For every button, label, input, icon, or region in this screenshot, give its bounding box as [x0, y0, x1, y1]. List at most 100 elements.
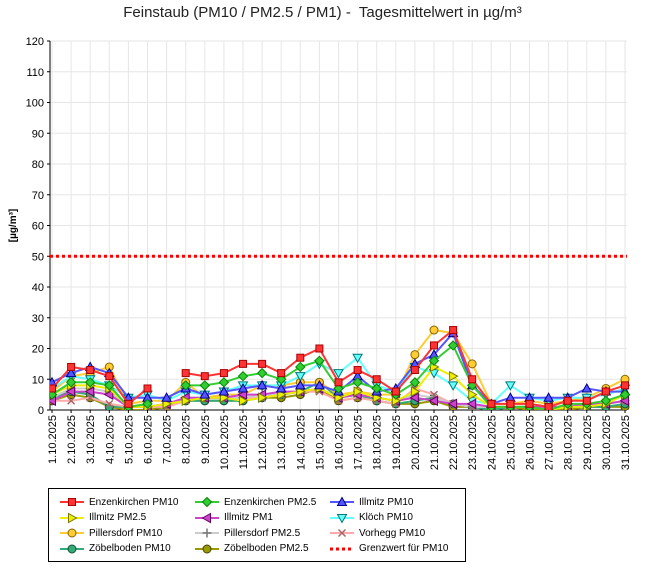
data-point — [218, 386, 230, 396]
data-point — [180, 380, 191, 391]
y-tick-label: 110 — [26, 67, 44, 79]
data-point — [219, 369, 228, 378]
data-point — [258, 392, 268, 404]
data-point — [487, 399, 496, 408]
data-point — [294, 372, 306, 382]
plot-area — [47, 40, 627, 413]
x-tick-label: 17.10.2025 — [353, 415, 365, 470]
legend-marker — [337, 528, 347, 538]
data-point — [86, 366, 95, 375]
legend-swatch — [330, 513, 354, 524]
data-point — [239, 395, 249, 407]
legend-item: Illmitz PM1 — [194, 511, 273, 525]
data-point — [601, 387, 610, 396]
legend-swatch — [60, 512, 84, 523]
x-tick-label: 8.10.2025 — [181, 415, 193, 464]
data-point — [467, 359, 477, 369]
legend-marker — [67, 544, 77, 553]
legend-swatch — [330, 528, 354, 538]
x-tick-label: 10.10.2025 — [219, 415, 231, 470]
data-point — [468, 389, 478, 400]
legend-swatch — [195, 512, 219, 523]
legend-label: Zöbelboden PM2.5 — [224, 543, 309, 554]
legend-threshold-swatch — [330, 547, 354, 550]
x-tick-label: 28.10.2025 — [563, 415, 575, 470]
data-point — [105, 399, 114, 408]
legend-marker — [201, 496, 213, 508]
data-point — [371, 383, 382, 394]
data-point — [353, 386, 364, 397]
legend-swatch — [195, 544, 219, 553]
legend-label: Enzenkirchen PM2.5 — [224, 496, 317, 508]
legend-marker — [202, 544, 212, 553]
data-point — [447, 381, 459, 391]
data-point — [582, 396, 591, 405]
data-point — [466, 398, 477, 410]
data-point — [334, 378, 343, 387]
data-point — [258, 359, 267, 368]
data-point — [200, 372, 209, 381]
legend-item: Pillersdorf PM2.5 — [194, 526, 300, 540]
chart-legend: Enzenkirchen PM10 Enzenkirchen PM2.5 Illmi… — [48, 488, 466, 562]
legend-label: Illmitz PM10 — [359, 496, 414, 508]
x-tick-label: 4.10.2025 — [104, 415, 116, 464]
data-point — [103, 389, 114, 400]
data-point — [65, 377, 77, 388]
x-tick-label: 9.10.2025 — [200, 415, 212, 464]
x-tick-label: 25.10.2025 — [505, 415, 517, 470]
data-point — [333, 369, 344, 379]
data-point — [65, 386, 76, 397]
x-tick-label: 5.10.2025 — [123, 415, 135, 464]
data-point — [429, 325, 439, 335]
data-point — [619, 389, 631, 400]
data-point — [67, 396, 76, 405]
x-tick-label: 7.10.2025 — [162, 415, 174, 464]
data-point — [124, 399, 133, 408]
data-point — [410, 386, 421, 397]
data-point — [181, 369, 190, 378]
y-tick-label: 0 — [38, 405, 44, 417]
x-tick-label: 31.10.2025 — [620, 415, 632, 470]
data-point — [352, 353, 363, 364]
data-point — [428, 395, 438, 407]
data-point — [581, 382, 593, 393]
data-point — [294, 379, 306, 390]
data-point — [447, 398, 458, 410]
legend-swatch — [330, 496, 354, 506]
data-point — [142, 398, 153, 410]
legend-item: Zöbelboden PM10 — [59, 542, 171, 556]
data-point — [50, 384, 56, 393]
legend-swatch — [60, 528, 84, 538]
data-point — [181, 395, 192, 407]
data-point — [468, 375, 477, 384]
data-point — [256, 367, 268, 379]
line-chart: 0 10 20 30 40 50 60 70 80 90 100 110 120 [µg/m³] 1.10.… — [8, 36, 632, 470]
x-tick-label: 30.10.2025 — [601, 415, 613, 470]
x-tick-label: 15.10.2025 — [314, 415, 326, 470]
data-point — [275, 382, 287, 393]
legend-item: Pillersdorf PM10 — [59, 526, 162, 540]
data-point — [600, 395, 612, 406]
legend-marker — [67, 528, 77, 538]
data-point — [352, 377, 363, 388]
legend-marker — [68, 512, 78, 523]
data-point — [447, 340, 459, 351]
data-point — [239, 359, 247, 368]
data-point — [428, 355, 440, 367]
data-point — [161, 392, 172, 402]
legend-swatch — [195, 496, 219, 508]
x-tick-label: 14.10.2025 — [295, 415, 307, 470]
x-tick-label: 11.10.2025 — [238, 415, 250, 469]
x-tick-label: 12.10.2025 — [257, 415, 269, 470]
y-tick-label: 60 — [32, 221, 44, 233]
data-point — [84, 377, 96, 388]
x-tick-label: 1.10.2025 — [47, 415, 59, 464]
data-point — [67, 362, 76, 371]
chart-title: Feinstaub (PM10 / PM2.5 / PM1) - Tagesmi… — [123, 4, 522, 21]
x-tick-label: 18.10.2025 — [372, 415, 384, 470]
data-point — [237, 382, 249, 393]
series-enzenkirchen-pm10 — [50, 326, 629, 410]
data-point — [256, 379, 268, 390]
x-tick-label: 2.10.2025 — [66, 415, 78, 464]
legend-item: Zöbelboden PM2.5 — [194, 542, 309, 556]
